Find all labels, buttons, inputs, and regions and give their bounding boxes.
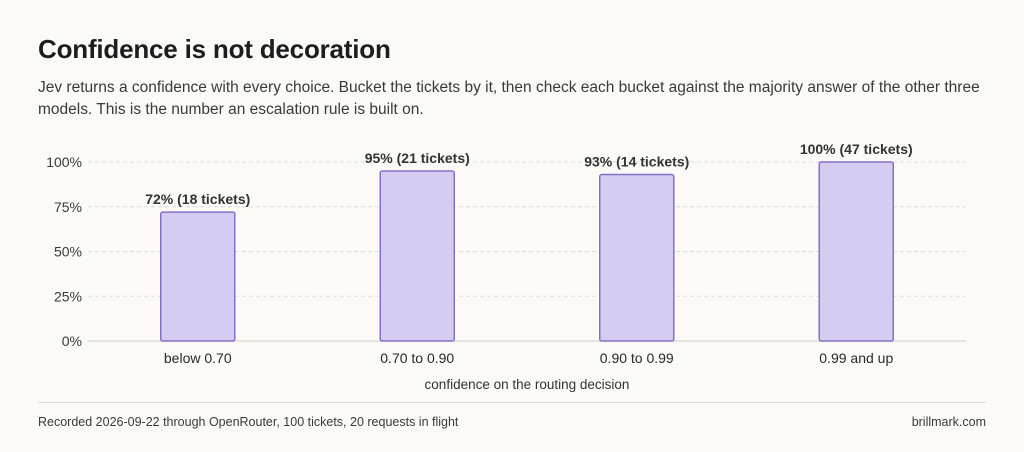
y-tick-label: 50% (54, 244, 82, 260)
bar (379, 170, 455, 342)
y-tick-label: 0% (62, 333, 82, 349)
x-tick-label: 0.99 and up (819, 350, 893, 366)
page-subtitle: Jev returns a confidence with every choi… (38, 79, 980, 118)
x-axis-label: confidence on the routing decision (425, 377, 630, 392)
y-tick-label: 100% (46, 154, 82, 170)
footer-divider (38, 402, 986, 403)
bar-data-label: 95% (21 tickets) (365, 150, 470, 166)
footer-source-note: Recorded 2026-09-22 through OpenRouter, … (38, 415, 459, 429)
x-tick-label: 0.70 to 0.90 (380, 350, 454, 366)
bar (599, 173, 675, 342)
bar-chart: 0% 25% 50% 75% 100% 72% (18 tickets) below 0.7… (46, 141, 966, 392)
bar (818, 161, 894, 342)
y-tick-label: 25% (54, 288, 82, 304)
footer-site-link[interactable]: brillmark.com (911, 415, 986, 429)
x-tick-label: below 0.70 (164, 350, 232, 366)
bar-data-label: 100% (47 tickets) (800, 141, 913, 157)
bar-data-label: 72% (18 tickets) (145, 191, 250, 207)
bar-data-label: 93% (14 tickets) (584, 154, 689, 170)
page-title: Confidence is not decoration (38, 34, 391, 64)
x-tick-label: 0.90 to 0.99 (600, 350, 674, 366)
y-tick-label: 75% (54, 199, 82, 215)
bar (160, 211, 236, 342)
